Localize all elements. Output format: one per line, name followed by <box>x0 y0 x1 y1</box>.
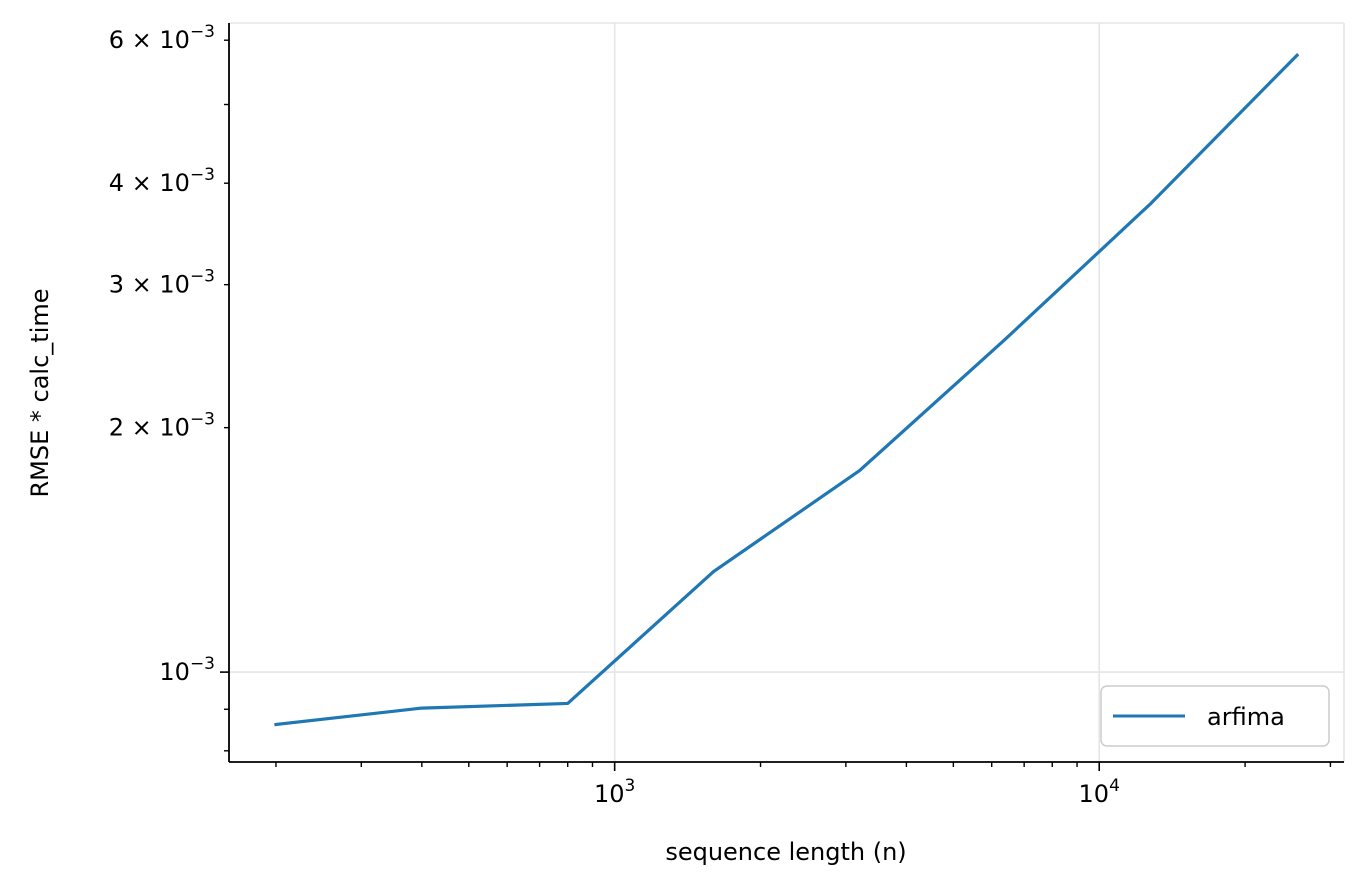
legend-box <box>1100 685 1330 747</box>
y-minor-tick-label: 2 × 10−3 <box>109 410 215 442</box>
tick-labels: 103 104 10−3 2 × 10−3 3 × 10−3 4 × 10−3 6 × 10… <box>109 22 1120 808</box>
y-minor-tick-label: 3 × 10−3 <box>109 267 215 299</box>
x-axis-label: sequence length (n) <box>665 838 906 866</box>
series-line-arfima <box>274 52 1300 727</box>
y-minor-tick-label: 6 × 10−3 <box>109 22 215 54</box>
grid-lines <box>229 23 1344 762</box>
y-minor-tick-label: 4 × 10−3 <box>109 165 215 197</box>
major-ticks <box>220 671 1101 771</box>
legend-label-arfima: arfima <box>1207 703 1285 731</box>
x-tick-label: 104 <box>1079 776 1120 808</box>
x-tick-label: 103 <box>594 776 635 808</box>
series-lines <box>274 52 1300 727</box>
legend: arfima <box>1100 685 1330 747</box>
axes-spines <box>228 22 1345 763</box>
y-axis-label: RMSE * calc_time <box>26 288 54 497</box>
y-tick-label: 10−3 <box>159 654 215 686</box>
